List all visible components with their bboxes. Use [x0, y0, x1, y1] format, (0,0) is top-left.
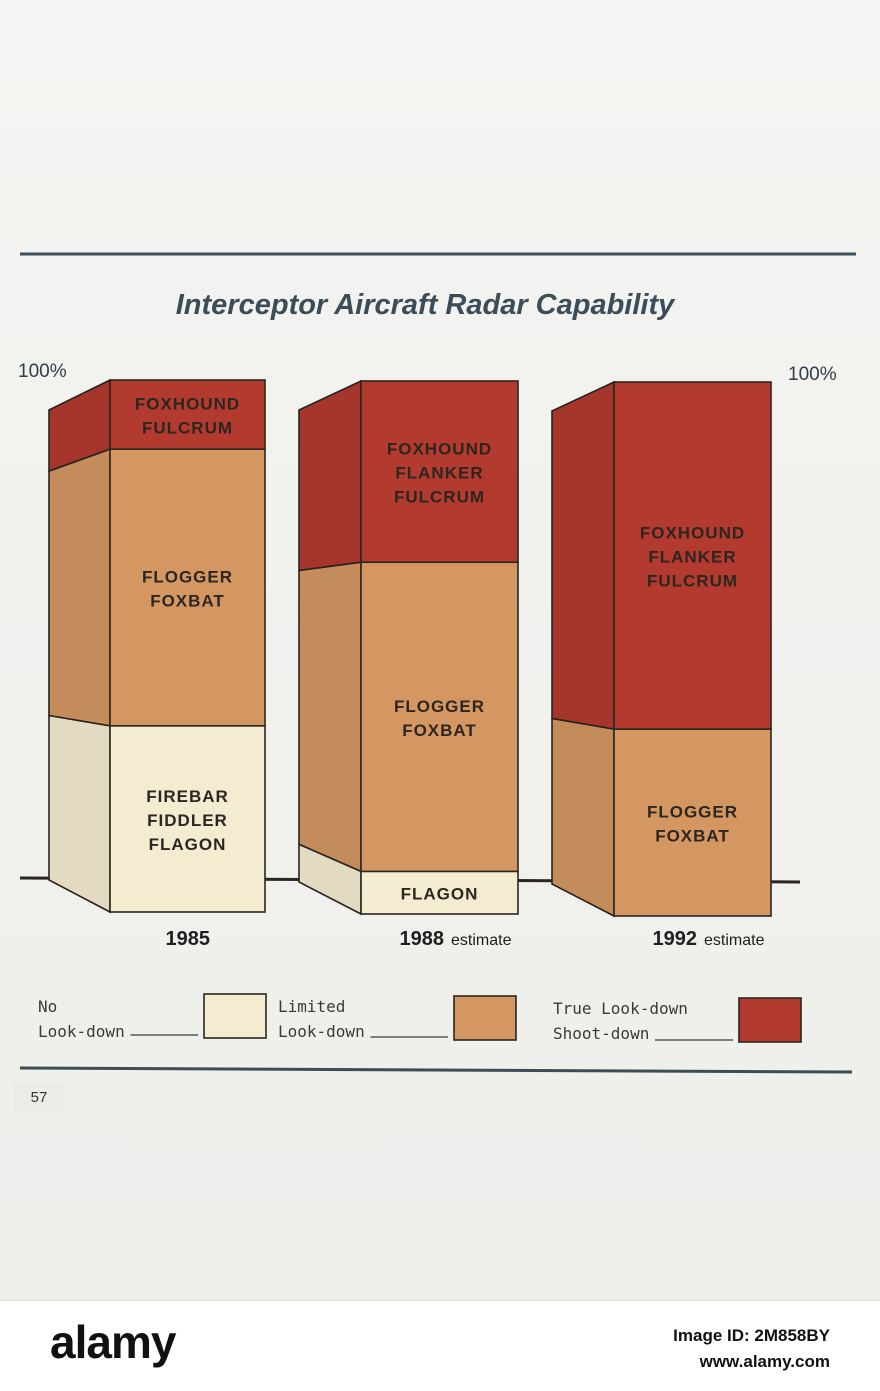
y-max-label-right: 100%: [788, 364, 837, 385]
bar-segment-limited_lookdown-1992: [613, 728, 772, 917]
bar-side-true_lookdown-1992: [551, 380, 615, 731]
segment-label-1992-true_lookdown-0: FOXHOUND: [640, 524, 745, 543]
segment-label-1988-no_lookdown-0: FLAGON: [401, 885, 479, 904]
legend: No Look-down Limited Look-down True Look-dow…: [38, 993, 802, 1043]
segment-label-1988-true_lookdown-2: FULCRUM: [394, 488, 485, 507]
legend-item-no_lookdown: No Look-down: [38, 993, 267, 1041]
bar-side-no_lookdown-1985: [48, 714, 111, 914]
legend-label-no_lookdown-1: Look-down: [38, 1022, 125, 1041]
bar-segment-true_lookdown-1992: [613, 381, 772, 730]
footer-banner: alamy Image ID: 2M858BY www.alamy.com: [0, 1300, 880, 1391]
bar-segment-limited_lookdown-1985: [109, 448, 266, 727]
legend-label-true_lookdown-0: True Look-down: [553, 999, 688, 1018]
legend-item-true_lookdown: True Look-down Shoot-down: [553, 997, 802, 1043]
legend-label-limited_lookdown-1: Look-down: [278, 1022, 365, 1041]
segment-label-1985-limited_lookdown-1: FOXBAT: [150, 591, 225, 610]
bottom-rule: [19, 1066, 853, 1074]
legend-swatch-true_lookdown: [738, 997, 802, 1043]
legend-label-true_lookdown-1: Shoot-down: [553, 1024, 649, 1043]
bar-side-limited_lookdown-1992: [551, 717, 615, 918]
legend-label-no_lookdown-0: No: [38, 997, 57, 1016]
bar-1985: FIREBAR FIDDLER FLAGON FLOGGER FOXBAT FOXHOUN…: [48, 378, 266, 914]
segment-label-1985-true_lookdown-1: FULCRUM: [142, 419, 233, 438]
footer-image-id: Image ID: 2M858BY: [673, 1326, 830, 1345]
segment-label-1992-limited_lookdown-1: FOXBAT: [655, 827, 730, 846]
segment-label-1985-no_lookdown-1: FIDDLER: [147, 811, 228, 830]
segment-label-1985-no_lookdown-0: FIREBAR: [146, 787, 229, 806]
legend-swatch-no_lookdown: [203, 993, 267, 1039]
category-label-1988: 1988 estimate: [400, 928, 512, 950]
footer-image-info: Image ID: 2M858BY www.alamy.com: [673, 1323, 830, 1375]
legend-item-limited_lookdown: Limited Look-down: [278, 995, 517, 1041]
bar-segment-limited_lookdown-1988: [360, 561, 519, 873]
segment-label-1988-limited_lookdown-0: FLOGGER: [394, 697, 485, 716]
bars-layer: FIREBAR FIDDLER FLAGON FLOGGER FOXBAT FOXHOUN…: [48, 378, 772, 918]
chart-svg: Interceptor Aircraft Radar Capability 10…: [18, 252, 856, 1074]
category-label-1992: 1992 estimate: [653, 928, 765, 950]
category-layer: 1985 1988 estimate 1992 estimate: [166, 928, 765, 950]
footer-logo: alamy: [50, 1316, 176, 1368]
bar-1992: FLOGGER FOXBAT FOXHOUND FLANKER FULCRUM: [551, 380, 772, 918]
bar-segment-no_lookdown-1988: [360, 870, 519, 915]
page-number: 57: [14, 1082, 64, 1112]
category-label-1985: 1985: [166, 928, 211, 950]
chart-title: Interceptor Aircraft Radar Capability: [176, 289, 676, 321]
segment-label-1988-limited_lookdown-1: FOXBAT: [402, 721, 477, 740]
segment-label-1992-limited_lookdown-0: FLOGGER: [647, 803, 738, 822]
segment-label-1988-true_lookdown-1: FLANKER: [395, 464, 483, 483]
segment-label-1985-limited_lookdown-0: FLOGGER: [142, 567, 233, 586]
bar-side-true_lookdown-1988: [298, 379, 362, 572]
footer-site: www.alamy.com: [699, 1352, 830, 1371]
bar-1988: FLAGON FLOGGER FOXBAT FOXHOUND FLANKER FULCRU…: [298, 379, 519, 916]
segment-label-1988-true_lookdown-0: FOXHOUND: [387, 440, 492, 459]
legend-swatch-limited_lookdown: [453, 995, 517, 1041]
bar-segment-no_lookdown-1985: [109, 724, 266, 913]
y-max-label-left: 100%: [18, 361, 67, 382]
bar-segment-true_lookdown-1988: [360, 380, 519, 564]
segment-label-1992-true_lookdown-2: FULCRUM: [647, 572, 738, 591]
bar-side-limited_lookdown-1985: [48, 448, 111, 727]
chart-page: Interceptor Aircraft Radar Capability 10…: [0, 0, 880, 1300]
segment-label-1985-true_lookdown-0: FOXHOUND: [135, 395, 240, 414]
segment-label-1985-no_lookdown-2: FLAGON: [149, 835, 227, 854]
bar-segment-true_lookdown-1985: [109, 379, 266, 450]
bar-side-limited_lookdown-1988: [298, 561, 362, 873]
legend-label-limited_lookdown-0: Limited: [278, 997, 345, 1016]
segment-label-1992-true_lookdown-1: FLANKER: [648, 548, 736, 567]
